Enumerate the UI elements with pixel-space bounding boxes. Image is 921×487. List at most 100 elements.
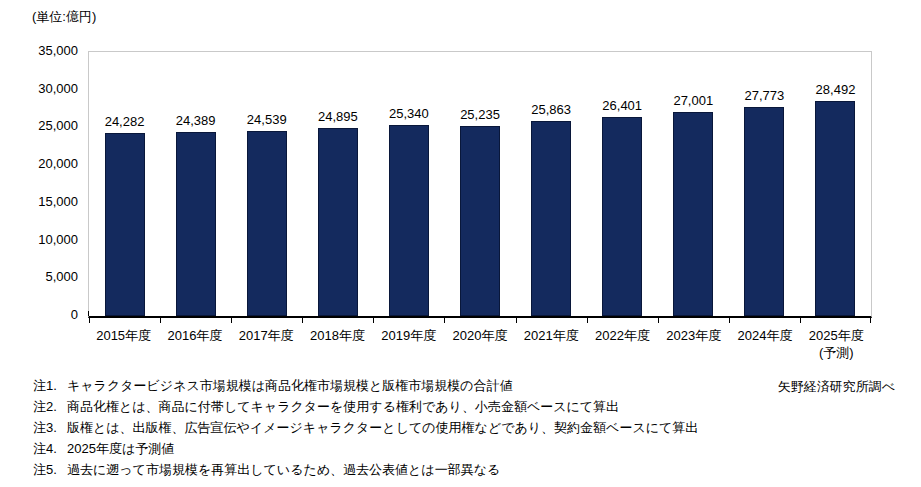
bar-group: 26,401 xyxy=(587,52,658,316)
x-tick-label-text: 2015年度 xyxy=(88,327,159,344)
x-tick-label-text: 2020年度 xyxy=(444,327,515,344)
unit-label: (単位:億円) xyxy=(32,8,96,26)
note-number: 注1. xyxy=(33,375,67,396)
x-tick-mark xyxy=(516,318,517,323)
note-number: 注4. xyxy=(33,438,67,459)
note-text: キャラクタービジネス市場規模は商品化権市場規模と版権市場規模の合計値 xyxy=(67,375,513,396)
bar xyxy=(815,101,855,316)
bar-value-label: 25,863 xyxy=(531,102,571,117)
x-tick-label-text: 2016年度 xyxy=(159,327,230,344)
x-tick-label: 2019年度 xyxy=(373,327,444,361)
y-tick-label: 10,000 xyxy=(0,232,78,248)
y-tick-label: 5,000 xyxy=(0,269,78,285)
x-tick-mark xyxy=(800,318,801,323)
bar-group: 24,282 xyxy=(89,52,160,316)
bar xyxy=(602,117,642,316)
note-row: 注2.商品化権とは、商品に付帯してキャラクターを使用する権利であり、小売金額ベー… xyxy=(33,396,773,417)
y-tick-label: 0 xyxy=(0,307,78,323)
x-tick-mark xyxy=(444,318,445,323)
bar-group: 25,863 xyxy=(516,52,587,316)
x-tick-mark xyxy=(870,318,871,323)
y-tick-label: 15,000 xyxy=(0,194,78,210)
x-tick-label-text: 2019年度 xyxy=(373,327,444,344)
x-tick-mark xyxy=(160,318,161,323)
x-tick-label-text: 2022年度 xyxy=(587,327,658,344)
x-tick-label: 2023年度 xyxy=(658,327,729,361)
bar-value-label: 28,492 xyxy=(816,82,856,97)
note-text: 2025年度は予測値 xyxy=(67,438,174,459)
bar-group: 28,492 xyxy=(800,52,871,316)
note-row: 注5.過去に遡って市場規模を再算出しているため、過去公表値とは一部異なる xyxy=(33,459,773,480)
bar xyxy=(247,131,287,316)
x-tick-label: 2015年度 xyxy=(88,327,159,361)
x-tick-label-text: 2025年度 xyxy=(801,327,872,344)
x-tick-label: 2022年度 xyxy=(587,327,658,361)
bar-value-label: 24,539 xyxy=(247,112,287,127)
x-tick-label: 2018年度 xyxy=(302,327,373,361)
bar xyxy=(460,126,500,316)
x-tick-mark xyxy=(373,318,374,323)
bar xyxy=(318,128,358,316)
bar-value-label: 27,001 xyxy=(673,93,713,108)
forecast-suffix-label: (予測) xyxy=(801,344,872,361)
bar-value-label: 27,773 xyxy=(745,88,785,103)
note-number: 注5. xyxy=(33,459,67,480)
x-tick-label-text: 2021年度 xyxy=(516,327,587,344)
note-row: 注1.キャラクタービジネス市場規模は商品化権市場規模と版権市場規模の合計値 xyxy=(33,375,773,396)
bar-value-label: 25,235 xyxy=(460,107,500,122)
x-axis-labels: 2015年度2016年度2017年度2018年度2019年度2020年度2021… xyxy=(88,327,872,361)
x-tick-label-text: 2023年度 xyxy=(658,327,729,344)
bar-value-label: 24,389 xyxy=(176,113,216,128)
y-tick-label: 20,000 xyxy=(0,156,78,172)
y-tick-label: 35,000 xyxy=(0,43,78,59)
bar xyxy=(389,125,429,316)
bar-group: 27,773 xyxy=(729,52,800,316)
x-tick-mark xyxy=(231,318,232,323)
bar xyxy=(105,133,145,316)
plot-area: 24,282 24,389 24,539 24,895 25,340 25,235 25,8… xyxy=(88,51,872,318)
x-tick-mark xyxy=(587,318,588,323)
x-tick-label-text: 2024年度 xyxy=(729,327,800,344)
x-tick-mark xyxy=(89,318,90,323)
x-tick-label: 2017年度 xyxy=(231,327,302,361)
note-text: 商品化権とは、商品に付帯してキャラクターを使用する権利であり、小売金額ベースにて… xyxy=(67,396,619,417)
bar-group: 24,539 xyxy=(231,52,302,316)
note-number: 注3. xyxy=(33,417,67,438)
bar xyxy=(531,121,571,316)
x-tick-mark xyxy=(302,318,303,323)
y-axis-zero-tick xyxy=(88,311,89,316)
bar xyxy=(176,132,216,316)
footnotes: 注1.キャラクタービジネス市場規模は商品化権市場規模と版権市場規模の合計値注2.… xyxy=(33,375,773,480)
bar-group: 24,895 xyxy=(302,52,373,316)
note-number: 注2. xyxy=(33,396,67,417)
note-text: 過去に遡って市場規模を再算出しているため、過去公表値とは一部異なる xyxy=(67,459,500,480)
bar xyxy=(673,112,713,316)
y-tick-label: 25,000 xyxy=(0,118,78,134)
bar-group: 24,389 xyxy=(160,52,231,316)
x-tick-label-text: 2018年度 xyxy=(302,327,373,344)
chart-canvas: (単位:億円) 0 5,000 10,000 15,000 20,000 25,000 30… xyxy=(0,0,921,487)
bar-value-label: 26,401 xyxy=(602,98,642,113)
x-tick-mark xyxy=(658,318,659,323)
bar-value-label: 24,282 xyxy=(105,114,145,129)
bar-value-label: 24,895 xyxy=(318,109,358,124)
y-axis: 05,00010,00015,00020,00025,00030,00035,0… xyxy=(0,51,78,318)
bar-group: 25,235 xyxy=(444,52,515,316)
bar-group: 25,340 xyxy=(373,52,444,316)
bar-value-label: 25,340 xyxy=(389,106,429,121)
bar-group: 27,001 xyxy=(658,52,729,316)
x-tick-label: 2025年度(予測) xyxy=(801,327,872,361)
bars-row: 24,282 24,389 24,539 24,895 25,340 25,235 25,8… xyxy=(89,52,871,316)
source-credit: 矢野経済研究所調べ xyxy=(778,376,895,397)
y-tick-label: 30,000 xyxy=(0,81,78,97)
x-tick-label: 2024年度 xyxy=(729,327,800,361)
x-tick-label: 2020年度 xyxy=(444,327,515,361)
x-tick-label: 2021年度 xyxy=(516,327,587,361)
note-row: 注3.版権とは、出版権、広告宣伝やイメージキャラクターとしての使用権などであり、… xyxy=(33,417,773,438)
note-row: 注4.2025年度は予測値 xyxy=(33,438,773,459)
x-tick-mark xyxy=(729,318,730,323)
x-tick-label: 2016年度 xyxy=(159,327,230,361)
x-tick-label-text: 2017年度 xyxy=(231,327,302,344)
bar xyxy=(744,107,784,317)
note-text: 版権とは、出版権、広告宣伝やイメージキャラクターとしての使用権などであり、契約金… xyxy=(67,417,698,438)
